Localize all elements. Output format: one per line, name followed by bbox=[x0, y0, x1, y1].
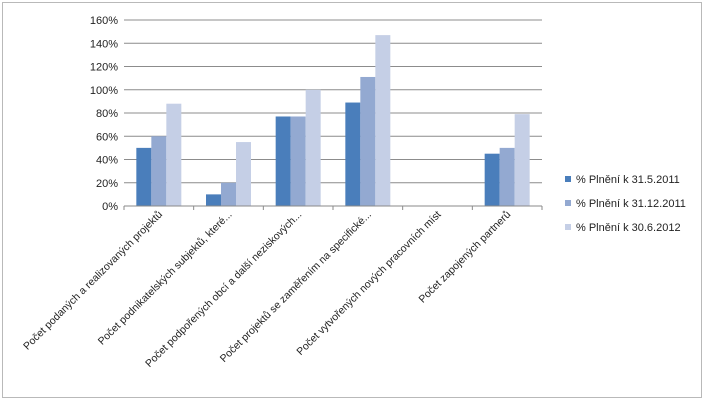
bars bbox=[123, 35, 543, 210]
bar bbox=[499, 147, 515, 206]
y-tick-label: 20% bbox=[96, 178, 118, 190]
legend-swatch bbox=[565, 200, 571, 206]
bar bbox=[275, 116, 291, 206]
y-tick-label: 40% bbox=[96, 155, 118, 167]
y-axis-tick-labels: 0% 20% 40% 60% 80% 100% 120% 140% 160% bbox=[90, 15, 118, 213]
legend-swatch bbox=[565, 224, 571, 230]
y-tick-label: 100% bbox=[90, 85, 118, 97]
y-tick-label: 140% bbox=[90, 38, 118, 50]
x-axis-category-labels: Počet podaných a realizovaných projektůP… bbox=[21, 209, 513, 370]
bar bbox=[345, 102, 361, 206]
bar bbox=[206, 194, 221, 206]
bar bbox=[375, 35, 391, 206]
legend-label: % Plnění k 31.5.2011 bbox=[576, 174, 680, 186]
x-category-label: Počet podnikatelských subjektů, které... bbox=[96, 209, 235, 348]
x-category-label: Počet podpořených obcí a další neziskový… bbox=[143, 209, 304, 370]
bar bbox=[290, 116, 306, 206]
x-category-label: Počet projektů se zaměřením na specifick… bbox=[218, 209, 374, 365]
bar bbox=[221, 182, 236, 206]
bar bbox=[151, 136, 167, 206]
bar bbox=[514, 114, 530, 206]
bar bbox=[360, 76, 376, 207]
gridlines bbox=[124, 19, 542, 184]
y-tick-label: 160% bbox=[90, 15, 118, 27]
y-tick-label: 60% bbox=[96, 131, 118, 143]
bar bbox=[484, 153, 500, 206]
legend-label: % Plnění k 31.12.2011 bbox=[576, 198, 686, 210]
legend-swatch bbox=[565, 176, 571, 182]
x-category-label: Počet podaných a realizovaných projektů bbox=[21, 209, 165, 353]
bar bbox=[305, 89, 321, 206]
legend: % Plnění k 31.5.2011 % Plnění k 31.12.201… bbox=[565, 174, 686, 234]
legend-label: % Plnění k 30.6.2012 bbox=[576, 222, 681, 234]
bar bbox=[236, 142, 251, 206]
bar bbox=[166, 103, 182, 206]
y-tick-label: 80% bbox=[96, 108, 118, 120]
y-tick-label: 120% bbox=[90, 62, 118, 74]
bar bbox=[136, 147, 152, 206]
y-tick-label: 0% bbox=[102, 201, 118, 213]
x-category-label: Počet vytvořených nových pracovních míst bbox=[294, 209, 443, 358]
